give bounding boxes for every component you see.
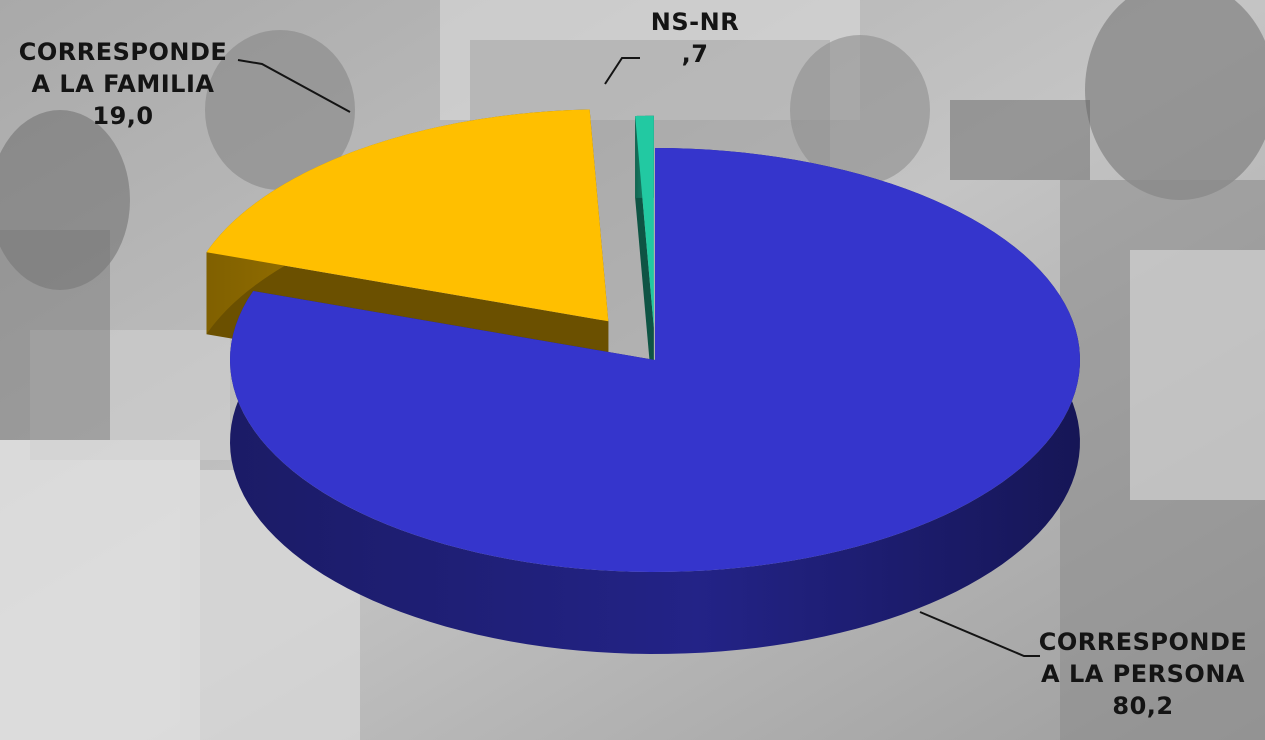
slice-label-line: CORRESPONDE bbox=[1038, 628, 1248, 656]
slice-label-line: A LA PERSONA bbox=[1041, 660, 1245, 688]
pie-slice-0 bbox=[230, 148, 1080, 654]
slice-label-persona: CORRESPONDE A LA PERSONA 80,2 bbox=[1028, 626, 1258, 722]
slice-label-familia: CORRESPONDE A LA FAMILIA 19,0 bbox=[8, 36, 238, 132]
slice-value-label: 80,2 bbox=[1112, 692, 1174, 720]
leader-line-persona bbox=[919, 611, 1040, 657]
leader-line-familia bbox=[237, 59, 351, 113]
slice-label-line: A LA FAMILIA bbox=[31, 70, 215, 98]
pie-slice-2 bbox=[635, 115, 654, 410]
slice-value-label: 19,0 bbox=[92, 102, 154, 130]
leader-lines bbox=[237, 57, 1040, 657]
leader-line-nsnr bbox=[604, 57, 640, 85]
slice-label-line: CORRESPONDE bbox=[18, 38, 228, 66]
slice-label-line: NS-NR bbox=[650, 8, 740, 36]
slice-value-label: ,7 bbox=[681, 40, 709, 68]
slice-label-nsnr: NS-NR ,7 bbox=[640, 6, 750, 70]
